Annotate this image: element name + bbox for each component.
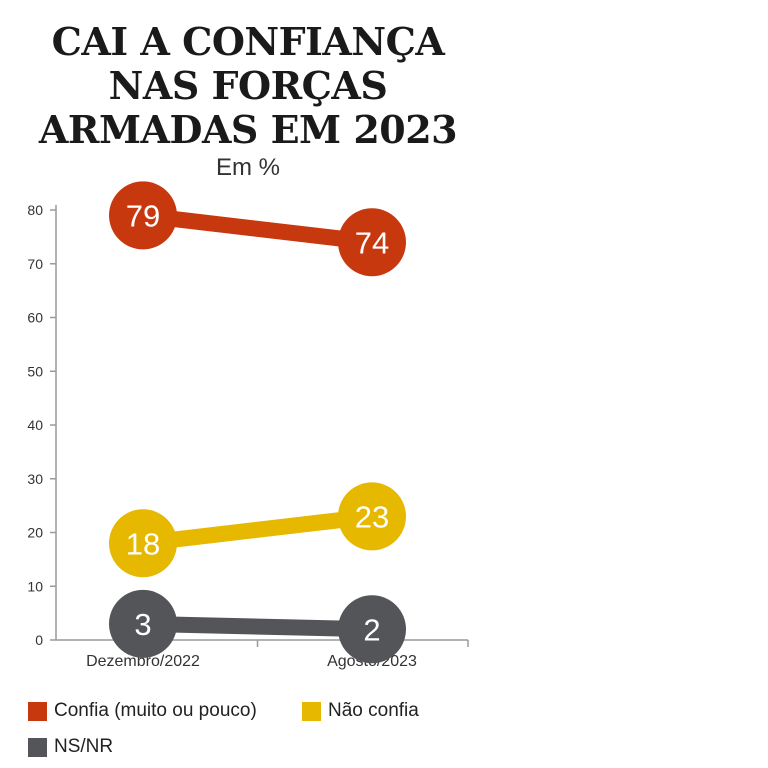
legend-swatch — [302, 701, 321, 721]
data-label: 3 — [134, 607, 151, 642]
series-line — [135, 207, 380, 251]
data-point — [109, 589, 177, 658]
chart-title-line-2: NAS FORÇAS — [108, 63, 388, 108]
legend-swatch — [28, 701, 47, 721]
y-tick-label: 10 — [27, 578, 43, 594]
data-point — [338, 595, 406, 664]
legend-item: Confia (muito ou pouco) — [28, 700, 257, 722]
chart-subtitle: Em % — [215, 154, 280, 181]
legend-swatch — [28, 737, 47, 757]
legend-label: Confia (muito ou pouco) — [54, 700, 257, 721]
chart-title: CAI A CONFIANÇA NAS FORÇAS ARMADAS EM 20… — [0, 20, 496, 152]
y-tick-label: 20 — [27, 525, 43, 541]
data-point — [109, 509, 177, 578]
series-line — [135, 615, 380, 638]
data-label: 74 — [355, 225, 389, 260]
data-label: 2 — [363, 612, 380, 647]
x-tick-label: Dezembro/2022 — [86, 653, 200, 670]
y-tick-label: 0 — [35, 632, 43, 648]
y-tick-label: 80 — [27, 202, 43, 218]
chart-title-line-1: CAI A CONFIANÇA — [51, 19, 445, 64]
y-tick-label: 50 — [27, 363, 43, 379]
legend-item: Não confia — [302, 700, 419, 722]
data-point — [109, 181, 177, 250]
series-line — [135, 508, 380, 552]
chart-title-line-3: ARMADAS EM 2023 — [38, 107, 458, 152]
y-tick-label: 70 — [27, 256, 43, 272]
y-tick-label: 60 — [27, 310, 43, 326]
data-label: 23 — [355, 499, 389, 534]
legend-label: NS/NR — [54, 736, 114, 757]
y-tick-label: 40 — [27, 417, 43, 433]
data-label: 18 — [126, 526, 160, 561]
y-tick-label: 30 — [27, 471, 43, 487]
data-point — [338, 482, 406, 551]
legend-label: Não confia — [328, 700, 419, 721]
legend-item: NS/NR — [28, 736, 113, 758]
data-label: 79 — [126, 198, 160, 233]
data-point — [338, 208, 406, 277]
